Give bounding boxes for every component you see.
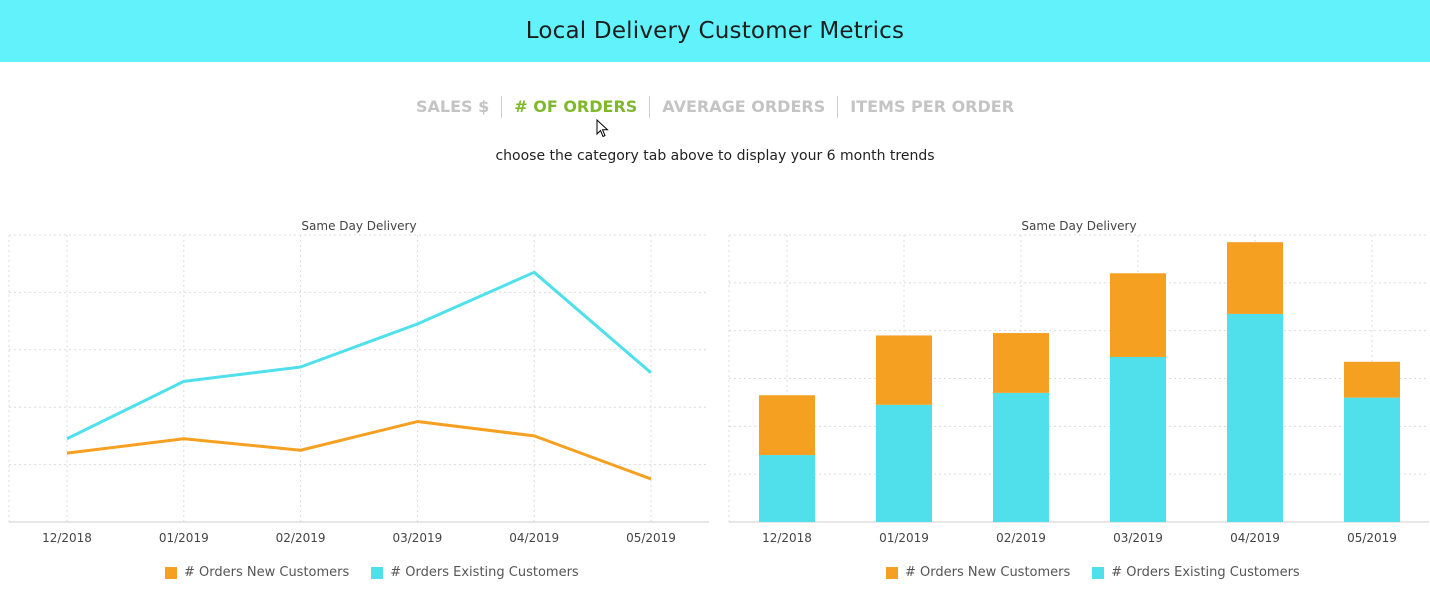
header-bar: Local Delivery Customer Metrics (0, 0, 1430, 62)
legend-swatch (1092, 566, 1105, 579)
bar-new-customers[interactable] (1344, 361, 1400, 398)
tab-divider (649, 96, 651, 118)
bar-chart-legend: # Orders New Customers # Orders Existing… (886, 565, 1322, 580)
x-tick-label: 01/2019 (879, 531, 929, 545)
series-line-existing-customers[interactable] (66, 270, 652, 441)
x-tick-label: 04/2019 (509, 531, 559, 545)
tab-sales[interactable]: SALES $ (415, 97, 490, 116)
legend-label: # Orders Existing Customers (390, 565, 579, 580)
legend-item-new[interactable]: # Orders New Customers (886, 565, 1070, 580)
page-title: Local Delivery Customer Metrics (525, 18, 905, 44)
chart-title: Same Day Delivery (301, 219, 416, 233)
x-tick-label: 03/2019 (392, 531, 442, 545)
legend-label: # Orders Existing Customers (1111, 565, 1300, 580)
bar-existing-customers[interactable] (993, 392, 1049, 522)
bar-existing-customers[interactable] (1227, 313, 1283, 522)
legend-swatch (371, 566, 384, 579)
stacked-bar-chart: Same Day Delivery 12/2018 01/2019 02/2019 0… (728, 219, 1429, 545)
x-tick-label: 04/2019 (1230, 531, 1280, 545)
x-tick-label: 02/2019 (996, 531, 1046, 545)
legend-item-existing[interactable]: # Orders Existing Customers (1092, 565, 1300, 580)
legend-label: # Orders New Customers (905, 565, 1071, 580)
x-tick-label: 05/2019 (626, 531, 676, 545)
tab-average-orders[interactable]: AVERAGE ORDERS (662, 97, 826, 116)
x-tick-label: 05/2019 (1347, 531, 1397, 545)
tab-divider (501, 96, 503, 118)
instruction-text: choose the category tab above to display… (495, 148, 935, 164)
x-tick-label: 01/2019 (159, 531, 209, 545)
bar-new-customers[interactable] (759, 395, 815, 456)
bar-existing-customers[interactable] (759, 455, 815, 522)
tab-divider (837, 96, 839, 118)
tab-orders[interactable]: # OF ORDERS (514, 97, 638, 116)
bar-new-customers[interactable] (876, 335, 932, 405)
x-tick-label: 12/2018 (42, 531, 92, 545)
legend-item-new[interactable]: # Orders New Customers (165, 565, 349, 580)
bar-existing-customers[interactable] (1110, 356, 1166, 522)
line-chart: Same Day Delivery 12/2018 01/2019 02/2019 0… (8, 219, 709, 545)
bar-new-customers[interactable] (1227, 242, 1283, 314)
mouse-pointer-icon (596, 119, 609, 138)
x-tick-label: 12/2018 (762, 531, 812, 545)
legend-swatch (886, 566, 898, 579)
bar-existing-customers[interactable] (1344, 397, 1400, 522)
bar-new-customers[interactable] (1110, 273, 1166, 357)
x-tick-label: 02/2019 (276, 531, 326, 545)
bar-existing-customers[interactable] (876, 404, 932, 522)
legend-swatch (165, 566, 177, 579)
series-line-new-customers[interactable] (66, 420, 652, 481)
chart-title: Same Day Delivery (1021, 219, 1136, 233)
legend-label: # Orders New Customers (184, 565, 350, 580)
category-tabs: SALES $ # OF ORDERS AVERAGE ORDERS ITEMS… (0, 96, 1430, 118)
x-tick-label: 03/2019 (1113, 531, 1163, 545)
legend-item-existing[interactable]: # Orders Existing Customers (371, 565, 579, 580)
line-chart-legend: # Orders New Customers # Orders Existing… (165, 565, 601, 580)
bar-new-customers[interactable] (993, 333, 1049, 393)
tab-items-per-order[interactable]: ITEMS PER ORDER (850, 97, 1015, 116)
